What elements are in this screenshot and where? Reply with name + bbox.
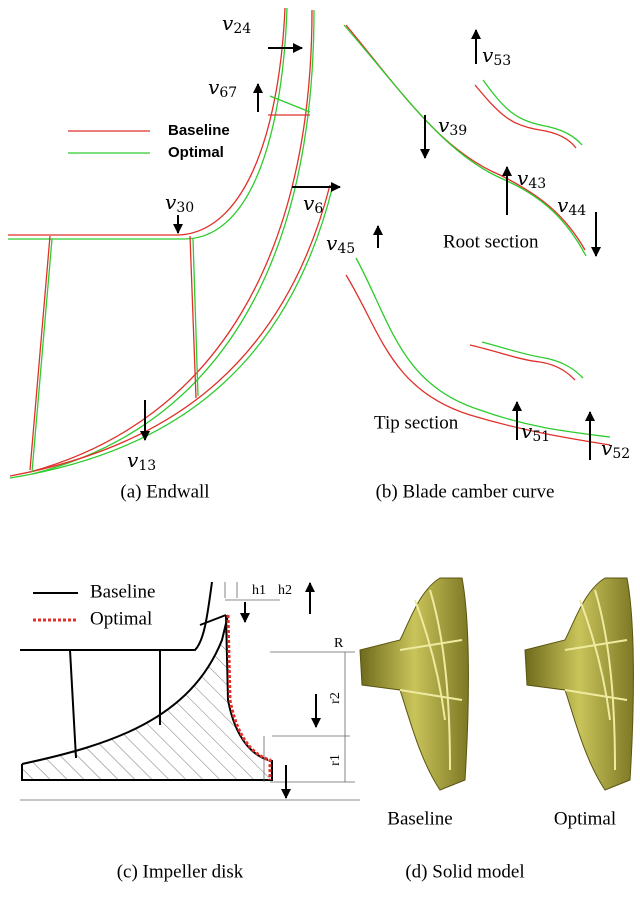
variable: v45 (326, 231, 355, 258)
variable: v24 (222, 11, 251, 38)
variable: v30 (165, 190, 194, 217)
subscript: 6 (314, 201, 323, 217)
caption: (b) Blade camber curve (376, 481, 555, 502)
variable: v13 (127, 448, 156, 475)
var: v (127, 448, 139, 472)
curve (32, 10, 314, 474)
variable: v51 (521, 419, 550, 446)
subscript: 67 (219, 85, 237, 101)
var: v (438, 113, 450, 137)
section-label: Root section (443, 231, 539, 252)
panel-b: v53 v39 v43 v44 v45 v51 v52 Root section… (326, 25, 630, 502)
legend-label: Optimal (90, 608, 152, 629)
curve (8, 8, 285, 235)
curve (8, 8, 287, 239)
subscript: 24 (233, 21, 251, 37)
variable: v53 (482, 43, 511, 70)
subscript: 39 (449, 123, 467, 139)
variable: v39 (438, 113, 467, 140)
legend-label: Baseline (168, 122, 230, 139)
subscript: 45 (337, 241, 355, 257)
dimension-label: h2 (278, 583, 292, 598)
var: v (326, 231, 338, 255)
subscript: 52 (612, 446, 630, 462)
caption: (d) Solid model (405, 861, 524, 882)
dimension-label: r1 (328, 754, 343, 766)
var: v (601, 436, 613, 460)
var: v (482, 43, 494, 67)
dimension-label: R (334, 636, 344, 651)
panel-c: Baseline Optimal h1 h2 R r2 r1 (c) Impel… (20, 581, 360, 882)
var: v (303, 191, 315, 215)
curve (30, 115, 310, 470)
impeller (360, 578, 468, 790)
curve (475, 85, 576, 148)
variable: v67 (208, 75, 237, 102)
var: v (557, 193, 569, 217)
subscript: 30 (176, 200, 194, 216)
legend-label: Baseline (90, 581, 155, 602)
figure: Baseline Optimal v24 v67 v30 v6 v13 (a) … (0, 0, 640, 910)
var: v (165, 190, 177, 214)
panel-a: Baseline Optimal v24 v67 v30 v6 v13 (a) … (8, 8, 340, 502)
section-label: Tip section (374, 412, 459, 433)
subscript: 13 (138, 458, 156, 474)
dimension-label: r2 (328, 692, 343, 704)
impeller (525, 578, 633, 790)
var: v (208, 75, 220, 99)
variable: v52 (601, 436, 630, 463)
curve (10, 185, 333, 478)
var: v (517, 166, 529, 190)
panel-d: Baseline Optimal (d) Solid model (360, 578, 633, 882)
variable: v43 (517, 166, 546, 193)
var: v (222, 11, 234, 35)
variable: v6 (303, 191, 323, 218)
model-label: Optimal (554, 808, 616, 829)
curve (483, 80, 582, 145)
subscript: 44 (568, 203, 586, 219)
subscript: 51 (532, 429, 550, 445)
subscript: 53 (493, 53, 511, 69)
variable: v44 (557, 193, 586, 220)
caption: (c) Impeller disk (117, 861, 244, 882)
curve (344, 25, 586, 256)
subscript: 43 (528, 176, 546, 192)
curve (482, 342, 583, 378)
var: v (521, 419, 533, 443)
dimension-label: h1 (252, 583, 266, 598)
curve (30, 10, 312, 472)
model-label: Baseline (387, 808, 452, 829)
curve (10, 185, 330, 476)
caption: (a) Endwall (120, 481, 209, 502)
legend-label: Optimal (168, 144, 224, 161)
curve (356, 258, 610, 437)
